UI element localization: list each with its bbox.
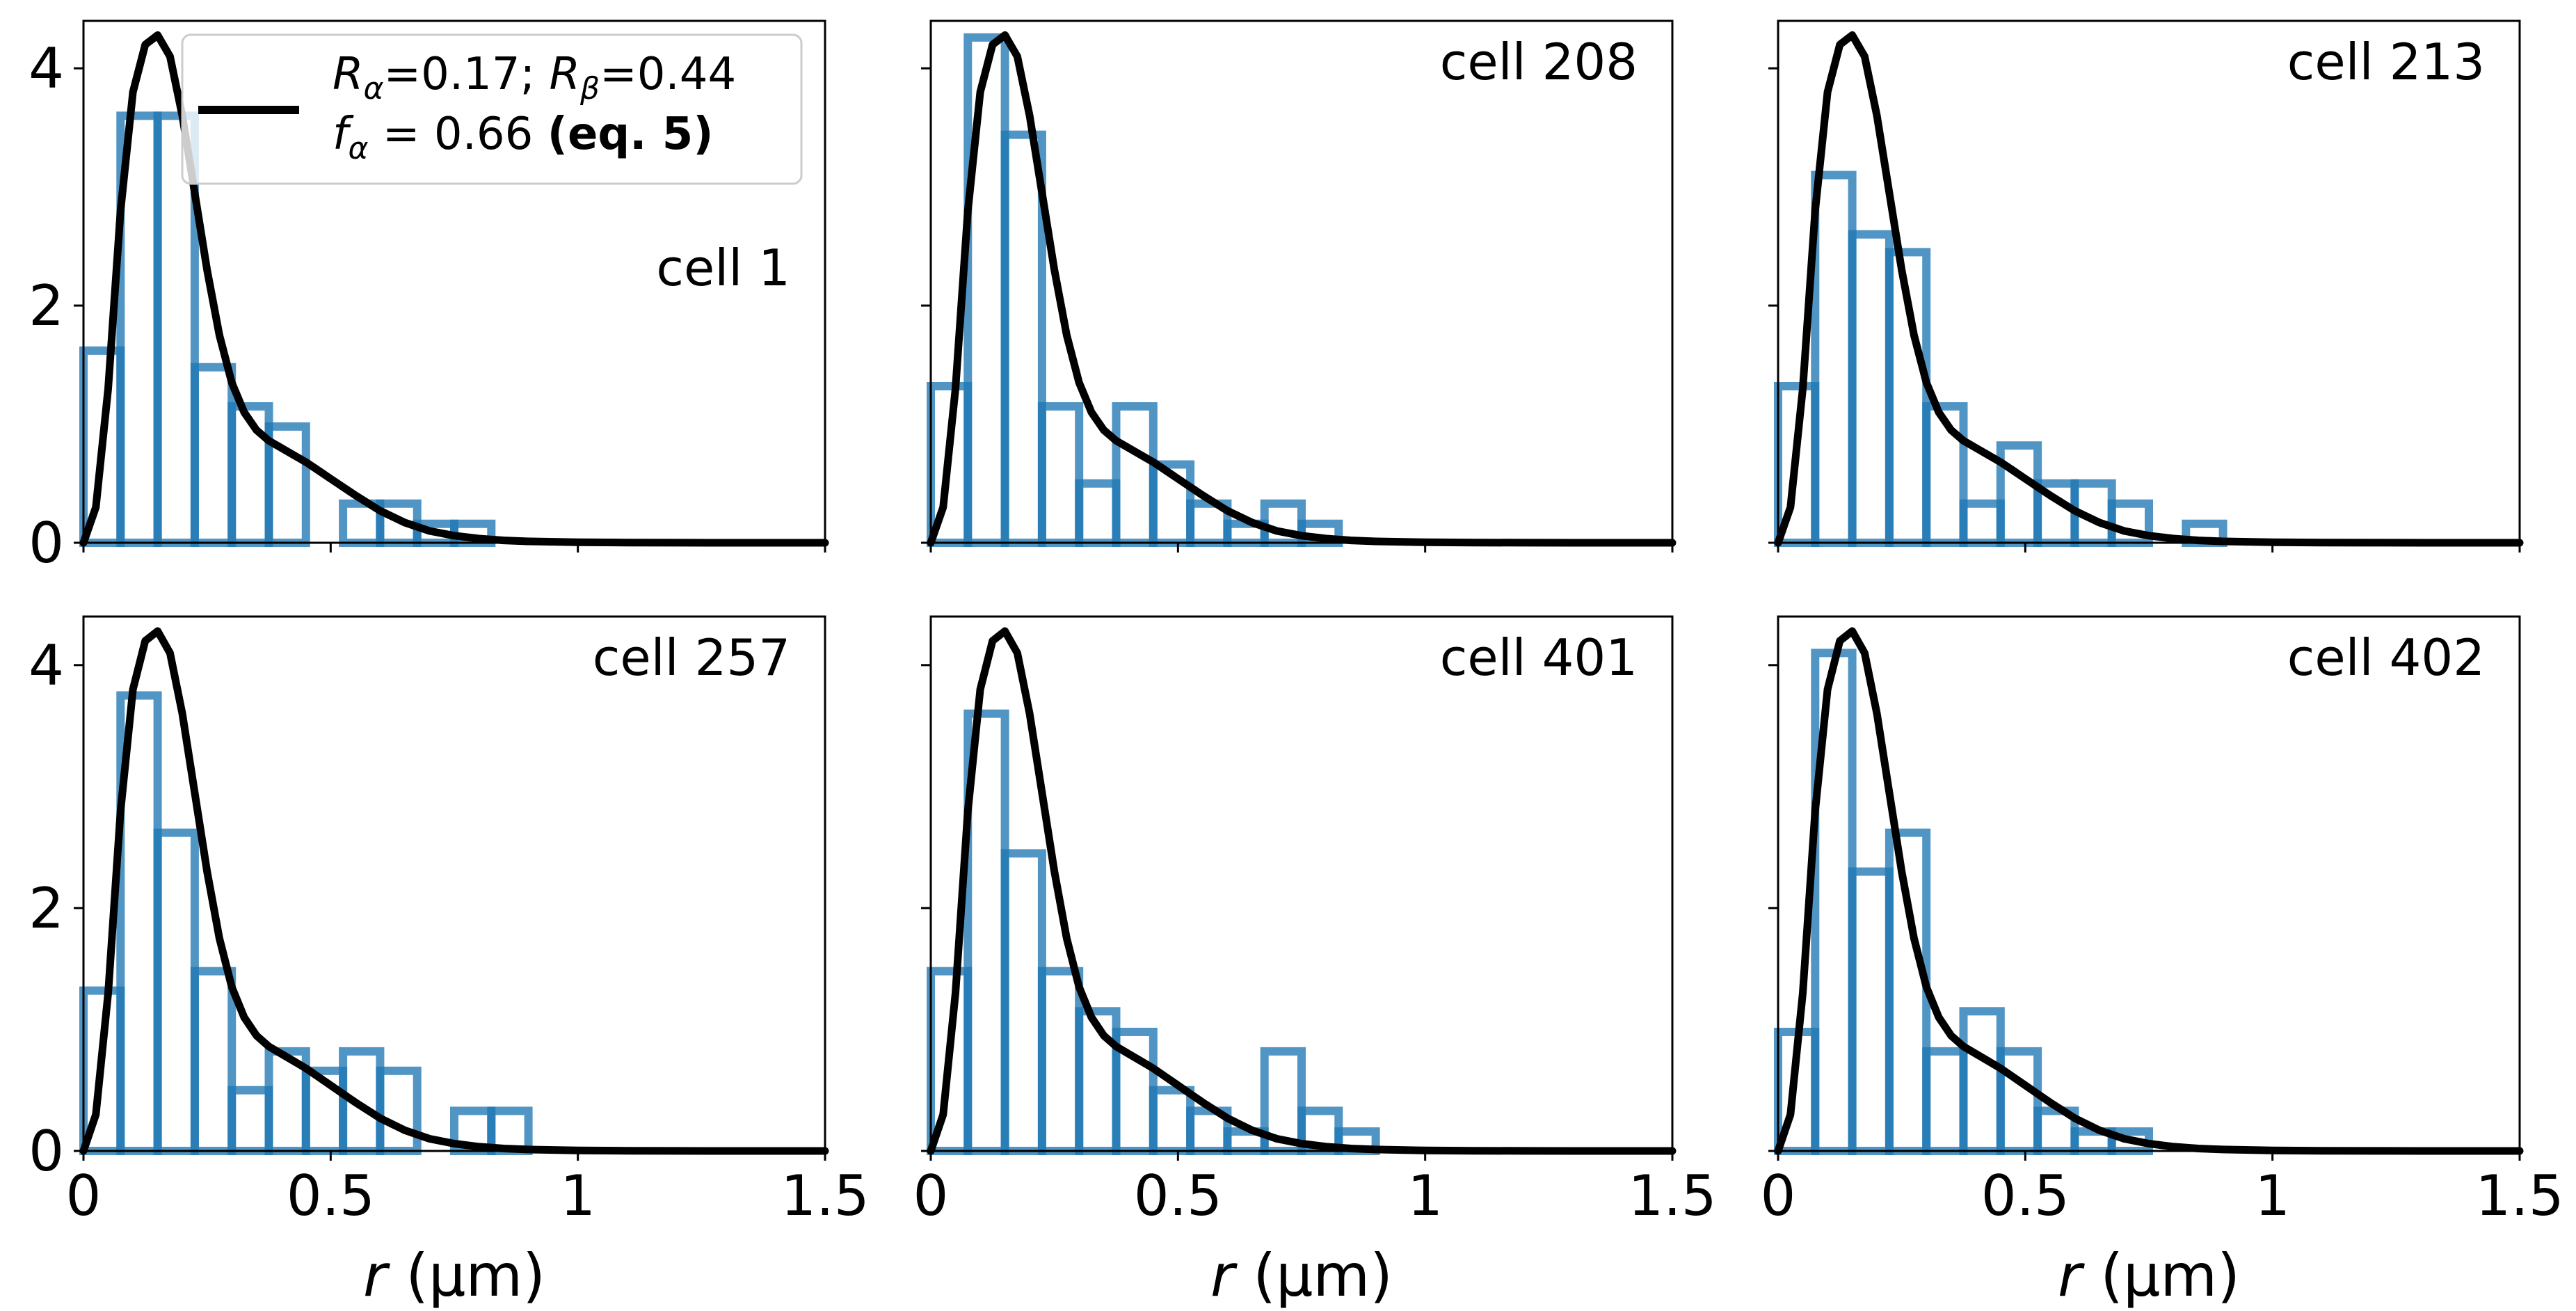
y-tick-label: 0 [29, 1119, 64, 1184]
fit-curve-line [1774, 627, 2524, 1155]
x-tick-label: 0 [1761, 1163, 1796, 1228]
axes-frame [929, 19, 1674, 544]
y-tick-label: 4 [29, 633, 64, 698]
x-axis-unit: (µm) [387, 1241, 546, 1310]
y-tick-label: 2 [29, 876, 64, 941]
x-axis-unit: (µm) [1235, 1241, 1393, 1310]
x-tick-label: 1.5 [2475, 1163, 2563, 1228]
x-tick-label: 1 [1407, 1163, 1443, 1228]
histogram-bar [153, 828, 199, 1155]
legend-line-2: fα = 0.66 (eq. 5) [333, 109, 714, 166]
x-tick-label: 0 [913, 1163, 949, 1228]
histogram-bar [1848, 867, 1894, 1155]
legend-R-alpha-symbol: R [333, 49, 363, 100]
histogram-bar [1996, 1047, 2042, 1155]
histogram-bar [1959, 1007, 2005, 1155]
histogram-bar [1000, 130, 1046, 548]
panel-cell-208: cell 208 [921, 19, 1677, 553]
axes-frame [82, 615, 826, 1152]
x-axis-symbol: r [363, 1241, 390, 1310]
x-tick-label: 1.5 [1628, 1163, 1716, 1228]
x-tick-label: 0.5 [287, 1163, 375, 1228]
histogram-bar [190, 363, 237, 548]
x-tick-label: 1 [560, 1163, 595, 1228]
legend-f-alpha-subscript: α [349, 131, 369, 166]
histogram-bar [376, 1066, 422, 1156]
fit-curve-line [79, 627, 829, 1155]
panel-cell-401: 0 0.5 1 1.5 r (µm) cell 401 [913, 615, 1717, 1310]
legend-eq-reference: (eq. 5) [547, 109, 714, 160]
histogram-bar [190, 967, 237, 1155]
legend-R-alpha-value: =0.17; [383, 49, 549, 100]
y-tick-label: 4 [29, 36, 64, 101]
histogram-bar [1000, 849, 1046, 1155]
x-axis-unit: (µm) [2082, 1241, 2241, 1310]
axes-frame [929, 615, 1674, 1152]
histogram-bar [1075, 479, 1121, 547]
legend-line-1: Rα=0.17; Rβ=0.44 [333, 49, 736, 106]
legend-R-beta-value: =0.44 [600, 49, 736, 100]
cell-label: cell 402 [2287, 628, 2485, 687]
fit-curve-line [927, 627, 1677, 1155]
legend-f-alpha-value: = 0.66 [369, 109, 547, 160]
histogram-bar [1885, 828, 1931, 1155]
panel-cell-213: cell 213 [1768, 19, 2524, 553]
legend-box [181, 33, 803, 185]
axes-frame [82, 19, 826, 544]
legend-R-beta-symbol: R [550, 49, 580, 100]
cell-label: cell 213 [2287, 33, 2485, 91]
panel-cell-1: 0 2 4 cell 1 [29, 19, 829, 575]
x-tick-label: 1.5 [781, 1163, 869, 1228]
cell-label: cell 401 [1440, 628, 1638, 687]
x-axis-symbol: r [2058, 1241, 2085, 1310]
cell-label: cell 257 [593, 628, 790, 687]
axes-frame [1777, 615, 2521, 1152]
x-axis-label: r (µm) [363, 1241, 545, 1310]
x-tick-label: 1 [2255, 1163, 2290, 1228]
cell-label: cell 208 [1440, 33, 1638, 91]
x-axis-label: r (µm) [2058, 1241, 2240, 1310]
histogram-bar [963, 33, 1009, 547]
x-axis-symbol: r [1210, 1241, 1238, 1310]
histogram-bar [1037, 967, 1084, 1155]
histogram-bar [1149, 1086, 1195, 1156]
legend-beta-subscript: β [579, 71, 600, 106]
histogram-bar [1811, 170, 1857, 548]
histogram-bar [1996, 441, 2042, 548]
x-tick-label: 0 [66, 1163, 102, 1228]
fit-curve-line [79, 31, 829, 547]
fit-curve-line [1774, 31, 2524, 547]
histogram-bar [1922, 1047, 1968, 1155]
histogram-bar [227, 1086, 273, 1156]
x-tick-label: 0.5 [1134, 1163, 1222, 1228]
y-tick-label: 0 [29, 511, 64, 575]
histogram-bar [1037, 402, 1084, 548]
legend-alpha-subscript: α [363, 71, 383, 106]
panel-cell-402: 0 0.5 1 1.5 r (µm) cell 402 [1761, 615, 2564, 1310]
histogram-bar [1112, 402, 1158, 548]
x-axis-label: r (µm) [1210, 1241, 1393, 1310]
panel-cell-257: 0 0.5 1 1.5 0 2 4 r (µm) cell 257 [29, 615, 870, 1310]
fit-curve-line [927, 31, 1677, 547]
y-tick-label: 2 [29, 273, 64, 338]
histogram-bar [1959, 499, 2005, 547]
cell-label: cell 1 [656, 239, 790, 297]
histogram-bar [1848, 230, 1894, 547]
axes-frame [1777, 19, 2521, 544]
x-tick-label: 0.5 [1981, 1163, 2070, 1228]
